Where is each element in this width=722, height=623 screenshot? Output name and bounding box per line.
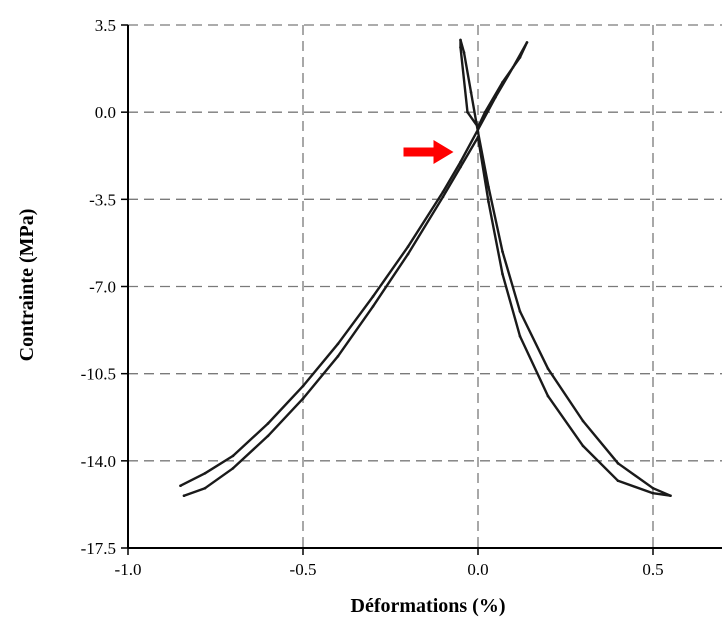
data-point (179, 484, 182, 488)
annotation-layer (403, 140, 454, 165)
data-point (483, 110, 487, 114)
x-tick-label: -1.0 (115, 560, 142, 579)
data-point (494, 95, 497, 99)
data-point (616, 479, 620, 483)
data-point (476, 128, 480, 131)
x-axis-title: Déformations (%) (351, 595, 506, 617)
data-point (231, 454, 235, 458)
data-point (669, 494, 672, 498)
data-point (406, 252, 410, 256)
data-point (651, 491, 655, 495)
data-point (518, 56, 522, 59)
series-layer (179, 38, 672, 498)
data-point (462, 51, 466, 54)
data-point (336, 342, 340, 346)
data-point (476, 135, 480, 139)
data-point (203, 486, 207, 490)
tick-labels: -1.0 -0.5 0.0 0.5 3.5 0.0 -3.5 -7.0 -10.5 -14.0 -1… (81, 16, 664, 579)
data-point (266, 422, 270, 425)
y-tick-label: 0.0 (95, 103, 116, 122)
y-tick-label: -7.0 (89, 278, 116, 297)
x-tick-label: 0.5 (642, 560, 663, 579)
data-point (441, 195, 445, 199)
y-axis-title: Contrainte (MPa) (16, 209, 38, 362)
data-point (581, 419, 585, 423)
hysteresis-curve (179, 38, 672, 497)
data-point (546, 394, 550, 398)
data-point (511, 66, 515, 69)
data-point (459, 46, 462, 49)
data-point (459, 38, 462, 42)
data-point (501, 80, 504, 84)
data-point (371, 295, 375, 298)
data-point (518, 310, 522, 313)
data-point (487, 185, 490, 189)
data-point (459, 160, 462, 164)
data-point (406, 245, 410, 248)
data-point (203, 471, 207, 475)
data-point (525, 41, 529, 44)
data-point (266, 434, 270, 438)
data-point (546, 367, 550, 370)
data-point (581, 444, 585, 448)
red-arrow-annotation (403, 140, 454, 165)
data-point (469, 90, 473, 94)
x-tick-label: 0.0 (467, 560, 488, 579)
data-point (182, 494, 186, 498)
y-tick-label: -14.0 (81, 452, 116, 471)
data-point (371, 305, 375, 308)
data-point (501, 250, 504, 253)
data-point (336, 354, 340, 358)
data-point (301, 384, 305, 388)
data-point (231, 467, 235, 470)
data-point (487, 200, 490, 204)
y-tick-label: -10.5 (81, 365, 116, 384)
y-tick-label: 3.5 (95, 16, 116, 35)
grid-lines (128, 24, 722, 548)
data-point (476, 130, 480, 134)
data-point (501, 272, 504, 276)
y-tick-label: -17.5 (81, 539, 116, 558)
y-tick-label: -3.5 (89, 190, 116, 209)
data-point (651, 486, 655, 490)
x-tick-label: -0.5 (290, 560, 317, 579)
data-point (301, 397, 305, 400)
data-point (441, 190, 445, 194)
data-point (459, 165, 462, 169)
data-point (616, 462, 620, 465)
data-point (518, 335, 522, 338)
data-point (466, 110, 469, 114)
data-point (476, 125, 480, 129)
